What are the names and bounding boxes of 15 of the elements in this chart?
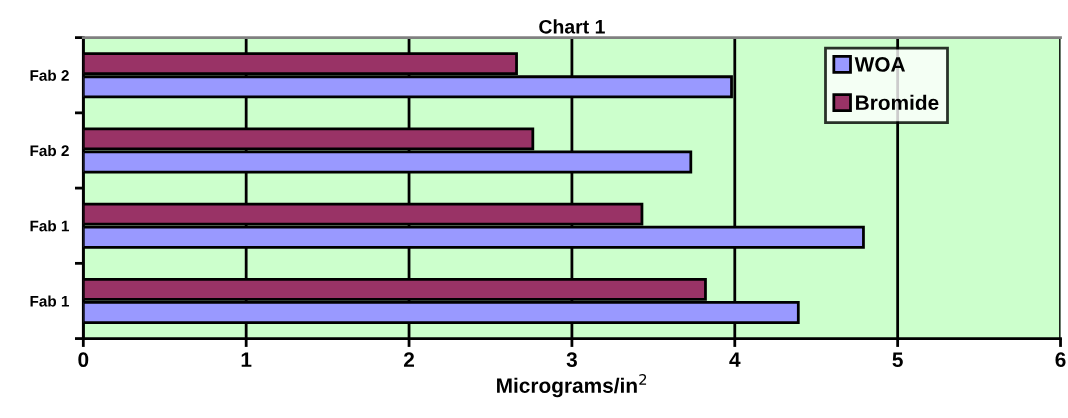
legend-label: WOA — [854, 57, 906, 72]
x-tick-label: 6 — [1055, 352, 1066, 368]
x-tick-label: 5 — [892, 352, 903, 368]
x-axis-title: Micrograms/in$^{2}$ — [497, 373, 647, 398]
x-tick-label: 3 — [566, 352, 577, 368]
x-tick-label: 1 — [241, 352, 252, 367]
chart-title: Chart 1 — [539, 19, 605, 34]
y-tick-label: Fab 1 — [30, 220, 69, 232]
x-tick-label: 0 — [78, 352, 89, 368]
y-tick-label: Fab 2 — [30, 144, 69, 157]
y-tick-label: Fab 2 — [30, 69, 69, 81]
x-tick-label: 4 — [729, 352, 741, 367]
legend-label: Bromide — [856, 94, 939, 111]
x-tick-label: 2 — [403, 352, 414, 367]
y-tick-label: Fab 1 — [30, 295, 69, 307]
